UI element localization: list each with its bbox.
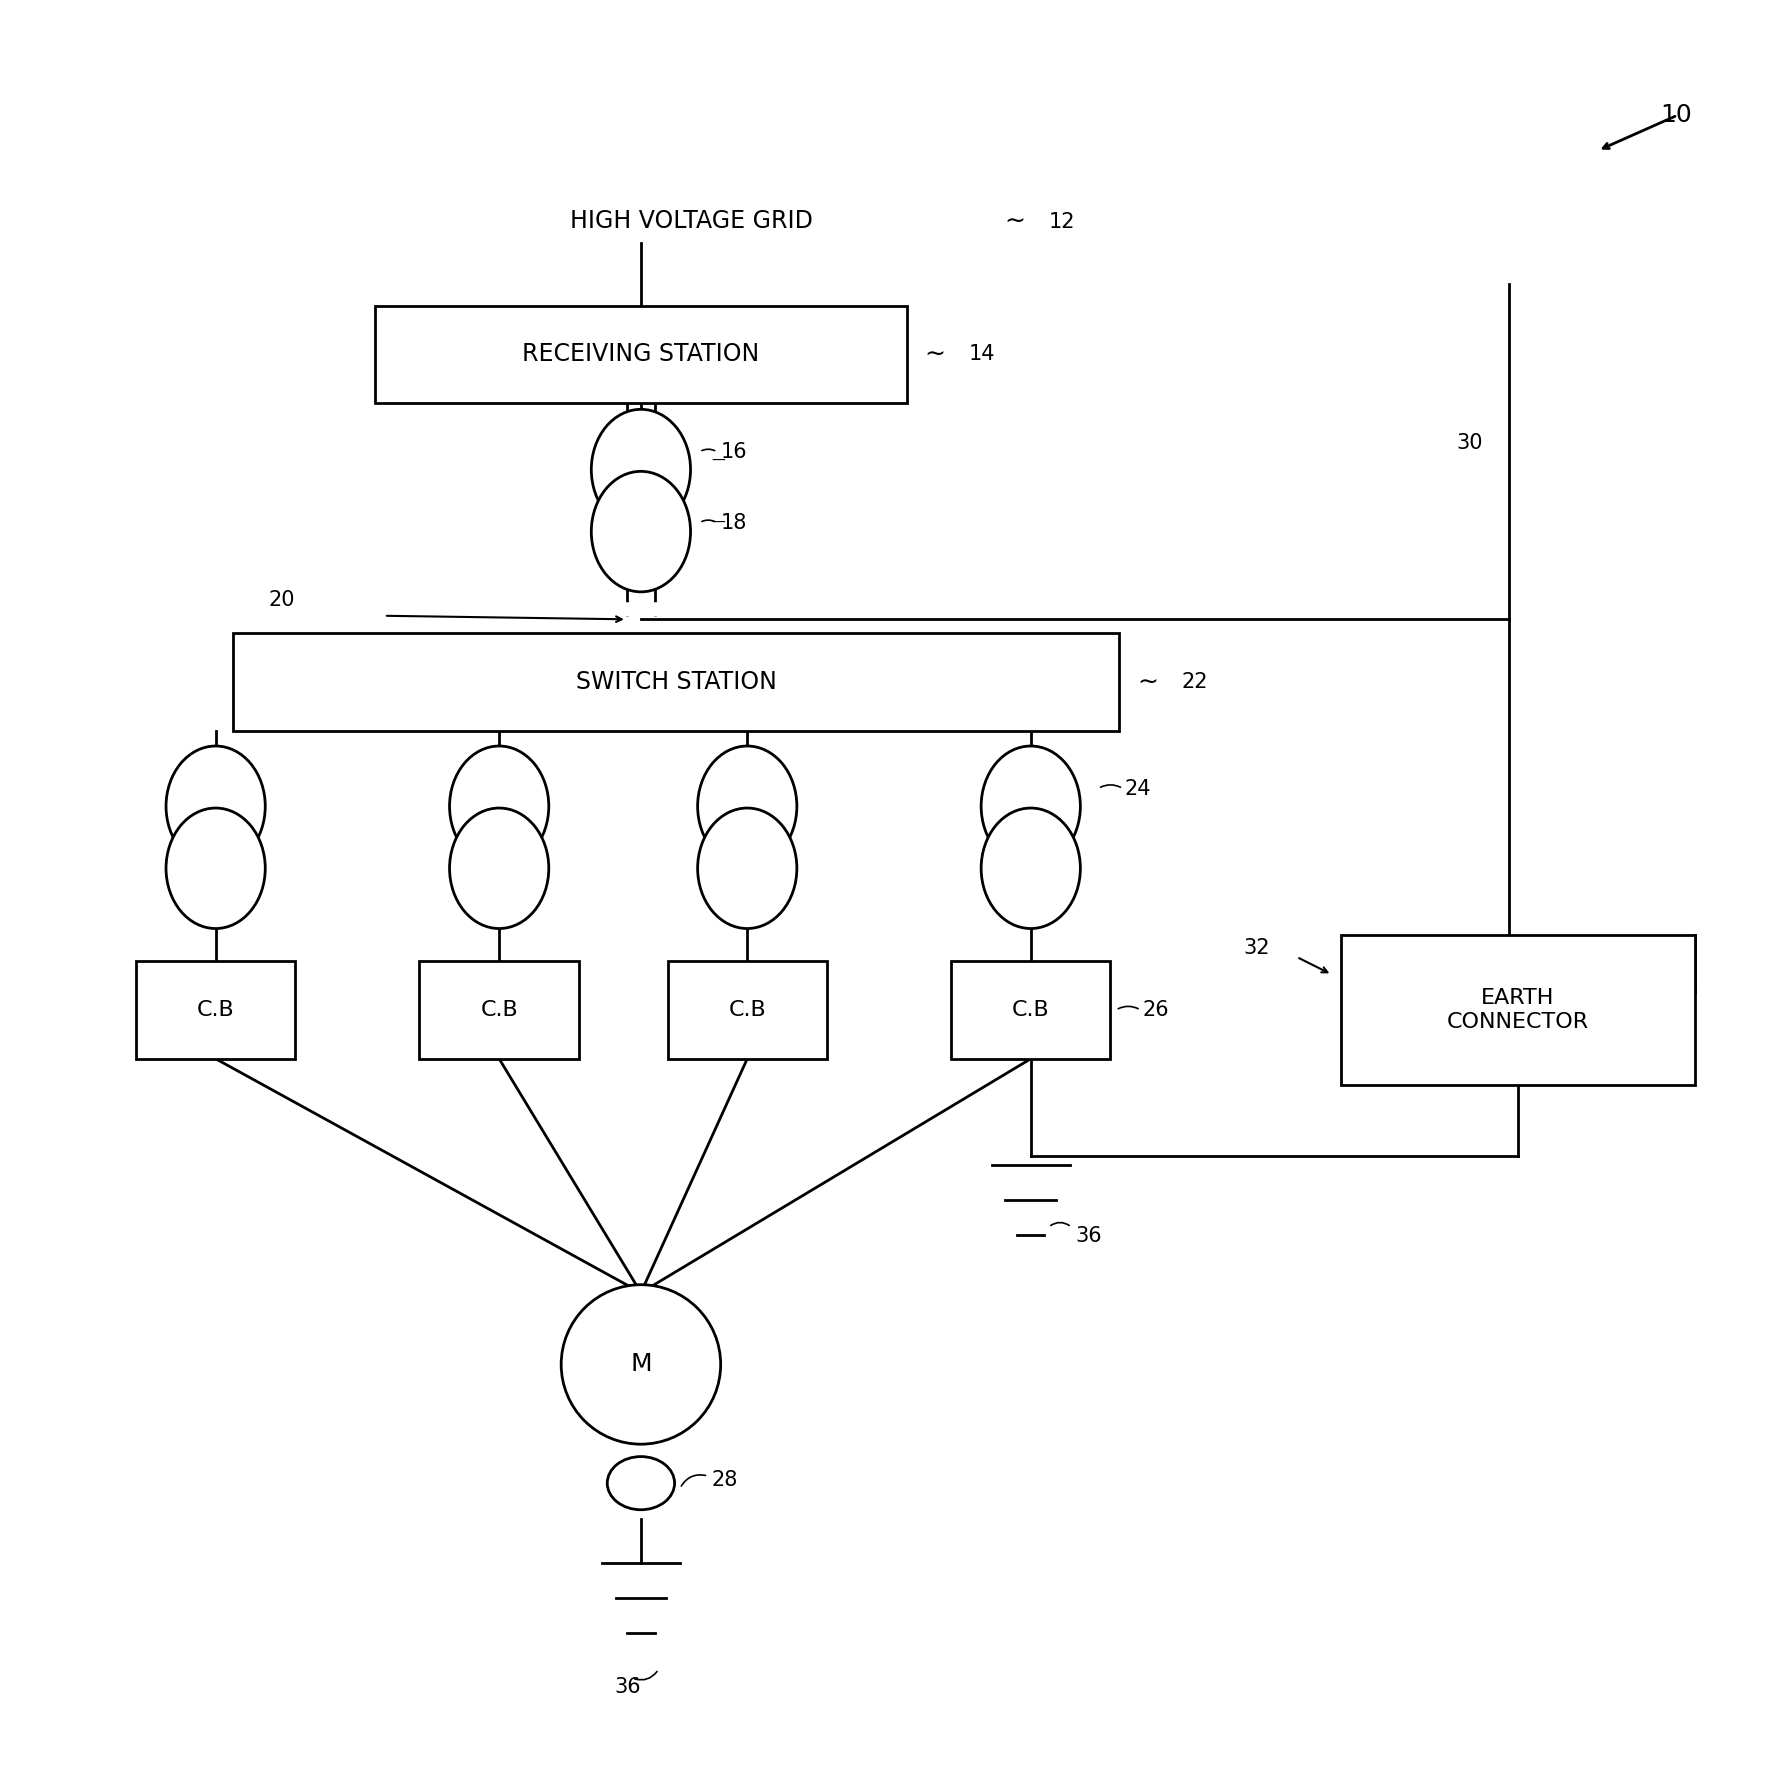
Text: SWITCH STATION: SWITCH STATION <box>576 670 777 695</box>
Text: 20: 20 <box>268 590 295 610</box>
Text: ∼: ∼ <box>1138 670 1157 695</box>
Text: 26: 26 <box>1143 999 1168 1021</box>
Ellipse shape <box>165 808 265 929</box>
Text: 10: 10 <box>1661 103 1691 128</box>
Text: C.B: C.B <box>729 999 766 1021</box>
Text: RECEIVING STATION: RECEIVING STATION <box>523 342 759 367</box>
Ellipse shape <box>608 1457 674 1510</box>
Bar <box>667 962 827 1060</box>
Text: ∼: ∼ <box>1005 209 1026 234</box>
Text: 22: 22 <box>1181 672 1207 693</box>
Text: ∼: ∼ <box>925 342 946 367</box>
Bar <box>233 634 1120 732</box>
Text: 16: 16 <box>720 441 747 462</box>
Circle shape <box>562 1285 720 1444</box>
Text: C.B: C.B <box>480 999 517 1021</box>
Text: —: — <box>711 454 725 468</box>
Ellipse shape <box>697 746 797 867</box>
Bar <box>420 962 580 1060</box>
Text: 32: 32 <box>1243 937 1269 959</box>
Text: 28: 28 <box>711 1469 738 1490</box>
Text: 14: 14 <box>969 344 996 365</box>
Text: 36: 36 <box>1076 1226 1102 1246</box>
Text: C.B: C.B <box>197 999 235 1021</box>
Text: 12: 12 <box>1049 211 1076 232</box>
Text: 24: 24 <box>1125 778 1150 799</box>
Ellipse shape <box>165 746 265 867</box>
Ellipse shape <box>450 746 549 867</box>
Ellipse shape <box>981 746 1081 867</box>
Ellipse shape <box>450 808 549 929</box>
Text: C.B: C.B <box>1012 999 1049 1021</box>
Text: M: M <box>629 1352 653 1377</box>
Text: 36: 36 <box>615 1676 640 1698</box>
Bar <box>375 305 907 404</box>
Ellipse shape <box>697 808 797 929</box>
Text: EARTH
CONNECTOR: EARTH CONNECTOR <box>1447 989 1590 1031</box>
Text: HIGH VOLTAGE GRID: HIGH VOLTAGE GRID <box>571 209 813 234</box>
Text: 30: 30 <box>1456 432 1483 454</box>
Bar <box>951 962 1111 1060</box>
Ellipse shape <box>592 409 690 530</box>
Ellipse shape <box>981 808 1081 929</box>
Bar <box>135 962 295 1060</box>
Ellipse shape <box>592 471 690 592</box>
Text: 18: 18 <box>720 512 747 533</box>
Text: —: — <box>711 516 725 530</box>
Bar <box>1341 936 1694 1084</box>
